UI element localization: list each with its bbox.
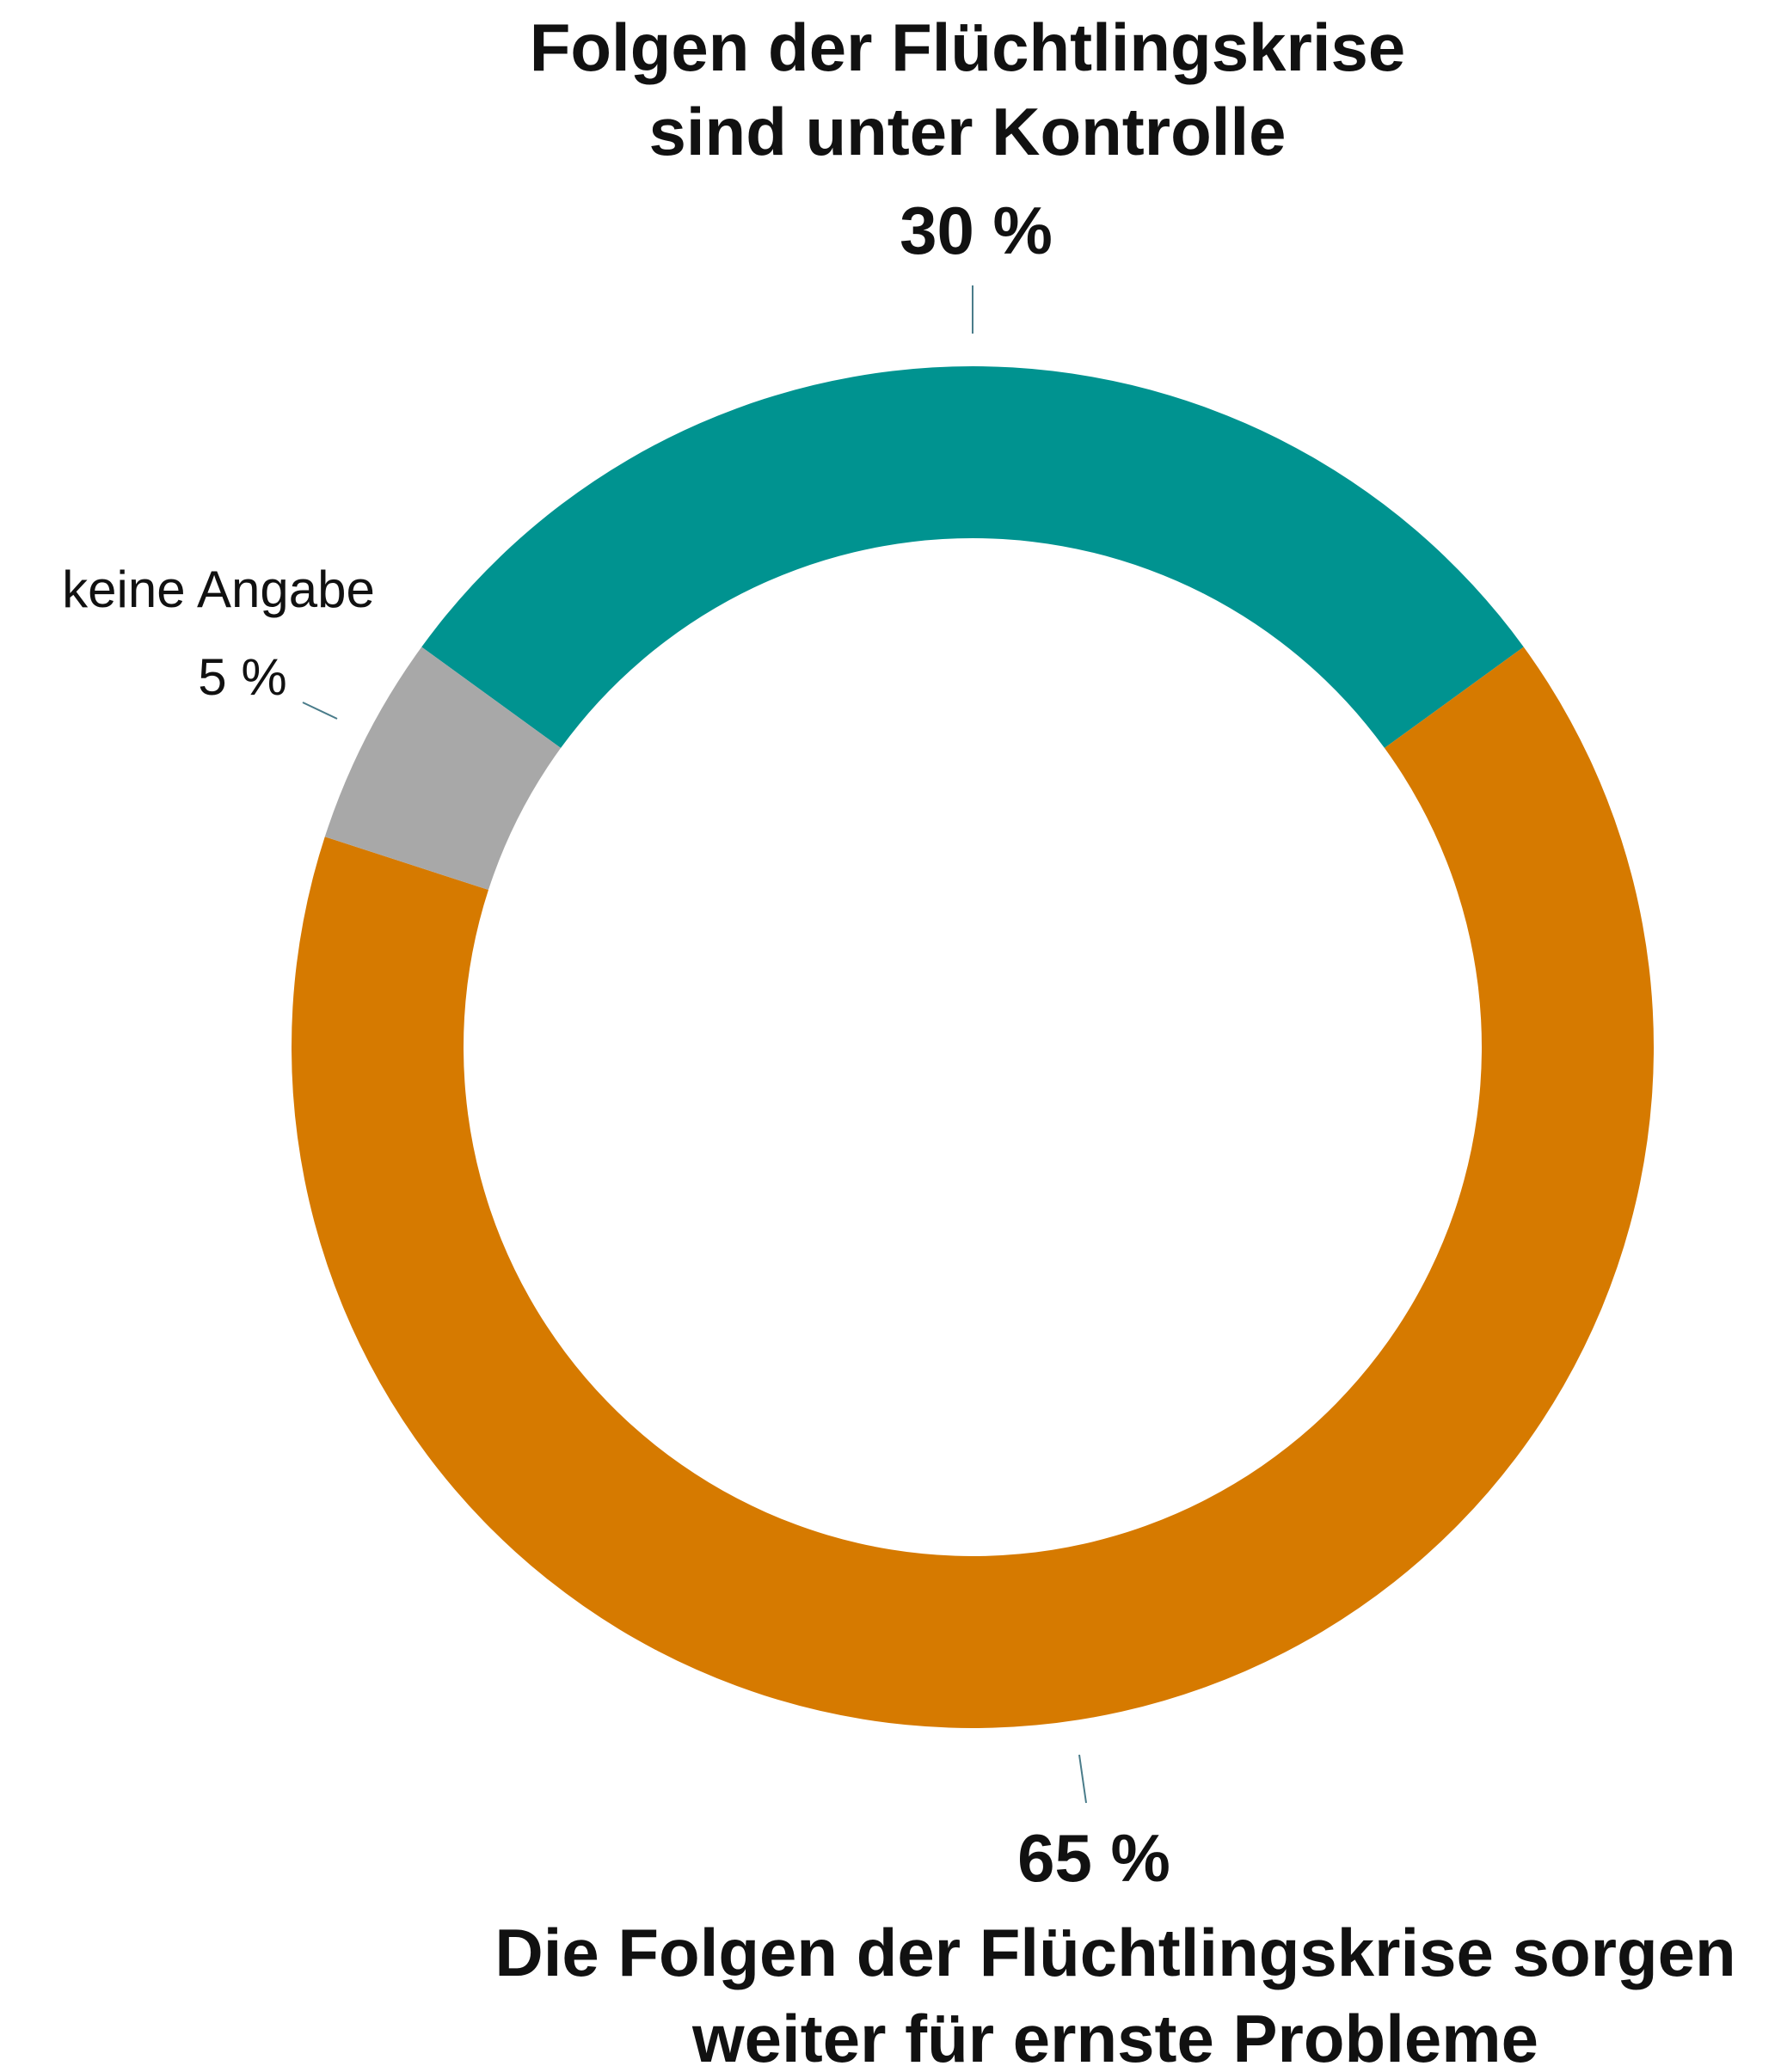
donut-slices: [292, 365, 1655, 1729]
slice-label-probleme-line-1: Die Folgen der Flüchtlingskrise sorgen: [494, 1915, 1735, 1990]
slice-label-probleme-line-2: weiter für ernste Probleme: [691, 2001, 1538, 2072]
donut-slice-keine-angabe: [324, 647, 562, 891]
leader-line-keine-angabe: [302, 702, 338, 720]
slice-value-kontrolle: 30 %: [900, 193, 1053, 268]
slice-label-keine-angabe: keine Angabe: [62, 561, 375, 618]
donut-slice-probleme: [292, 647, 1655, 1729]
slice-value-probleme: 65 %: [1017, 1820, 1170, 1896]
slice-label-kontrolle-line-2: sind unter Kontrolle: [649, 94, 1287, 169]
slice-label-kontrolle-line-1: Folgen der Flüchtlingskrise: [530, 9, 1406, 85]
label-group-keine-angabe: keine Angabe 5 %: [62, 561, 375, 720]
donut-slice-kontrolle: [421, 365, 1524, 749]
label-group-kontrolle: Folgen der Flüchtlingskrise sind unter K…: [530, 9, 1406, 334]
slice-value-keine-angabe: 5 %: [198, 648, 286, 706]
leader-line-probleme: [1078, 1754, 1087, 1804]
label-group-probleme: 65 % Die Folgen der Flüchtlingskrise sor…: [494, 1754, 1736, 2072]
